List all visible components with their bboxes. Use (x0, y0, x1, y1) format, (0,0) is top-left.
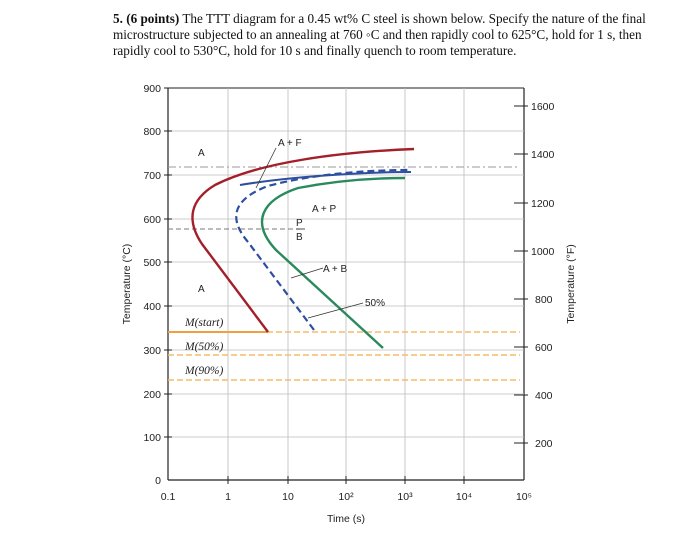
y2-tick-600: 600 (535, 342, 553, 354)
x-tick-0.1: 0.1 (161, 491, 176, 503)
y-tick-800: 800 (143, 126, 161, 138)
y2-tick-1600: 1600 (531, 101, 555, 113)
y2-tick-labels: 1600 1400 1200 1000 800 600 400 200 (531, 101, 555, 450)
y2-tick-800: 800 (535, 294, 553, 306)
label-m-90: M(90%) (184, 365, 223, 377)
blue-solid-curve (239, 171, 412, 186)
label-b: B (296, 232, 303, 243)
y2-tick-400: 400 (535, 390, 553, 402)
y-tick-labels: 900 800 700 600 500 400 300 200 100 0 (143, 83, 161, 487)
y2-axis-label: Temperature (°F) (565, 244, 577, 323)
y-tick-500: 500 (143, 257, 161, 269)
y-tick-100: 100 (143, 432, 161, 444)
blue-dashed-curve (235, 168, 412, 331)
y-tick-200: 200 (143, 389, 161, 401)
label-a-lower: A (198, 284, 205, 295)
label-m-50: M(50%) (184, 341, 223, 353)
label-fifty-percent: 50% (365, 298, 385, 309)
y2-ticks (514, 105, 528, 444)
x-tick-labels: 0.1 1 10 10² 10³ 10⁴ 10⁵ (161, 491, 532, 503)
x-tick-100: 10² (338, 491, 354, 503)
label-a-plus-f: A + F (278, 138, 302, 149)
y2-tick-1400: 1400 (531, 149, 555, 161)
x-ticks (227, 476, 465, 484)
a-plus-f-leader (255, 147, 277, 189)
x-tick-1: 1 (225, 491, 231, 503)
x-tick-10: 10 (282, 491, 294, 503)
x-axis-label: Time (s) (327, 513, 365, 525)
question-text: 5. (6 points) The TTT diagram for a 0.45… (113, 11, 653, 59)
y-tick-400: 400 (143, 301, 161, 313)
y-tick-700: 700 (143, 170, 161, 182)
y-tick-300: 300 (143, 345, 161, 357)
x-tick-10000: 10⁴ (456, 491, 472, 503)
y2-tick-200: 200 (535, 438, 553, 450)
y2-tick-1000: 1000 (531, 246, 555, 258)
transformation-curves (191, 147, 415, 349)
label-p: P (296, 218, 303, 229)
question-body: The TTT diagram for a 0.45 wt% C steel i… (113, 11, 646, 58)
y-ticks (164, 87, 172, 438)
y2-tick-1200: 1200 (531, 198, 555, 210)
red-start-curve (191, 147, 415, 333)
leader-lines (255, 147, 364, 319)
x-tick-1000: 10³ (397, 491, 413, 503)
y-axis-label: Temperature (°C) (121, 244, 133, 325)
x-tick-100000: 10⁵ (516, 491, 532, 503)
fifty-percent-leader (307, 302, 364, 319)
label-a-plus-p: A + P (312, 204, 337, 215)
question-points: (6 points) (126, 11, 180, 26)
label-m-start: M(start) (184, 317, 224, 329)
label-a-plus-b: A + B (323, 264, 348, 275)
green-finish-curve (260, 176, 406, 349)
a-plus-b-leader (290, 267, 324, 279)
martensite-lines (168, 331, 520, 381)
reference-lines (168, 166, 520, 230)
y-tick-900: 900 (143, 83, 161, 95)
y-tick-0: 0 (155, 475, 161, 487)
y-tick-600: 600 (143, 214, 161, 226)
label-a-top: A (198, 148, 205, 159)
grid-lines (168, 88, 524, 480)
question-number: 5. (113, 11, 123, 26)
